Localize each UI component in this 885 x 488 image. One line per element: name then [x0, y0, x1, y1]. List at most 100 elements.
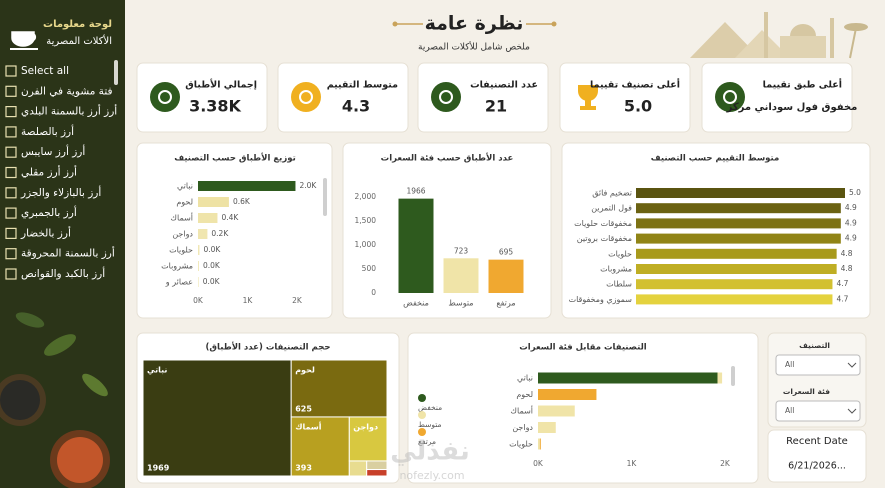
bar	[636, 264, 837, 274]
checkbox-label: أرز أرز بالسمنة البلدي	[21, 104, 117, 118]
value-label: 2.0K	[299, 181, 317, 190]
treemap-cell	[142, 359, 292, 477]
y-tick-label: سلطات	[606, 280, 632, 289]
checkbox[interactable]	[5, 207, 17, 219]
kpi-icon-glyph	[723, 90, 737, 104]
checkbox[interactable]	[5, 268, 17, 280]
y-tick-label: سموزي ومخفوقات	[569, 295, 633, 304]
y-tick-label: 1,000	[355, 240, 377, 249]
cup-saucer	[10, 48, 38, 50]
header-decoration	[392, 12, 868, 59]
checkbox-label: فتة مشوية في الفرن	[21, 85, 113, 97]
watermark-url: nofezly.com	[399, 469, 464, 482]
trophy-icon	[578, 85, 598, 110]
bar	[636, 248, 837, 259]
checkbox[interactable]	[5, 227, 17, 239]
x-tick-label: 1K	[627, 459, 638, 468]
treemap-cell	[290, 359, 388, 418]
treemap-value: 625	[295, 404, 312, 413]
checkbox[interactable]	[5, 248, 17, 260]
mosque	[780, 36, 826, 58]
y-tick-label: نباتي	[177, 182, 193, 191]
cup-icon	[11, 31, 37, 47]
palm-leaves	[844, 23, 868, 31]
x-tick-label: 1K	[243, 296, 254, 305]
sidebar-subtitle: الأكلات المصرية	[46, 34, 112, 47]
chart-title: حجم التصنيفات (عدد الأطباق)	[206, 342, 331, 353]
checkbox[interactable]	[5, 85, 17, 97]
value-label: 4.7	[836, 279, 848, 288]
bar	[398, 198, 434, 293]
checkbox[interactable]	[5, 65, 17, 77]
x-tick-label: 2K	[720, 459, 731, 468]
y-tick-label: 500	[362, 264, 377, 273]
bar	[198, 213, 218, 223]
bar	[636, 233, 841, 244]
y-tick-label: أسماك	[170, 213, 193, 223]
y-tick-label: نباتي	[517, 374, 533, 383]
checkbox-label: أرز بالكبد والقوانص	[21, 266, 105, 280]
treemap-cell	[348, 460, 368, 477]
kpi-icon	[150, 82, 180, 112]
card-value: 6/21/2026...	[788, 461, 846, 472]
checkbox[interactable]	[5, 126, 17, 138]
panel	[136, 62, 268, 133]
value-label: 0.6K	[233, 197, 251, 206]
flourish	[392, 21, 398, 27]
x-tick-label: متوسط	[448, 299, 473, 308]
spice	[0, 380, 40, 420]
y-tick-label: حلويات	[169, 246, 193, 255]
bar-segment	[717, 372, 723, 384]
dropdown[interactable]	[775, 354, 861, 376]
panel	[136, 142, 333, 319]
bar	[198, 181, 296, 191]
dropdown-value: All	[785, 360, 794, 369]
treemap-cell	[348, 416, 388, 462]
kpi-value: 4.3	[342, 97, 370, 116]
bar-segment	[538, 389, 597, 400]
bar	[443, 258, 479, 293]
value-label: 0.0K	[203, 245, 221, 254]
chart-title: التصنيفات مقابل فئة السعرات	[519, 343, 647, 353]
checkbox-label: أرز بالبازلاء والجزر	[20, 185, 101, 199]
pyramid	[690, 22, 760, 58]
chart-title: عدد الأطباق حسب فئة السعرات	[381, 153, 514, 164]
bar-segment	[538, 405, 575, 417]
chart-title: توزيع الأطباق حسب التصنيف	[174, 153, 296, 164]
kpi-label: إجمالي الأطباق	[185, 79, 257, 91]
checkbox-label: أرز بالصلصة	[21, 124, 74, 138]
y-tick-label: مخفوقات بروتين	[577, 234, 632, 243]
treemap-label: دواجن	[353, 422, 378, 431]
checkbox-label: أرز أرز سايبس	[21, 144, 85, 158]
panel	[701, 62, 853, 133]
y-tick-label: أسماك	[510, 406, 533, 416]
dropdown[interactable]	[775, 400, 861, 422]
card-label: Recent Date	[786, 436, 848, 447]
bar	[636, 294, 833, 305]
y-tick-label: لحوم	[516, 390, 533, 399]
y-tick-label: لحوم	[176, 198, 193, 207]
value-label: 1966	[406, 187, 425, 196]
page-subtitle: ملخص شامل للأكلات المصرية	[418, 41, 530, 53]
bar	[636, 203, 841, 214]
checkbox[interactable]	[5, 105, 17, 118]
x-tick-label: 0K	[193, 296, 204, 305]
filter-label: التصنيف	[799, 341, 830, 350]
filter-label: فئة السعرات	[783, 387, 830, 396]
legend-marker	[418, 411, 426, 419]
y-tick-label: حلويات	[608, 249, 632, 258]
y-tick-label: عصائر و	[165, 278, 193, 287]
checkbox[interactable]	[5, 146, 17, 158]
panel	[277, 62, 409, 133]
treemap-cell	[290, 416, 350, 477]
checkbox[interactable]	[5, 166, 17, 179]
treemap-label: لحوم	[295, 366, 315, 375]
treemap-label: أسماك	[295, 421, 322, 431]
treemap-label: نباتي	[147, 366, 167, 375]
bar	[636, 188, 845, 198]
minaret	[764, 12, 768, 58]
dropdown-arrow	[847, 408, 857, 414]
checkbox[interactable]	[5, 187, 17, 199]
checkbox-label: أرز بالخضار	[20, 225, 71, 239]
